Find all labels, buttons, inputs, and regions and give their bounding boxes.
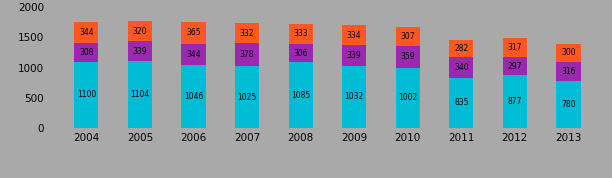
Bar <box>128 22 152 41</box>
Text: 1002: 1002 <box>398 93 417 102</box>
Text: 317: 317 <box>508 43 522 52</box>
Text: 339: 339 <box>347 51 362 60</box>
Bar <box>74 22 99 43</box>
Bar <box>342 45 366 66</box>
Text: 1032: 1032 <box>345 92 364 101</box>
Bar <box>556 81 581 128</box>
Bar <box>74 62 99 128</box>
Bar <box>128 61 152 128</box>
Bar <box>449 78 474 128</box>
Text: 306: 306 <box>293 49 308 58</box>
Text: 307: 307 <box>400 32 415 41</box>
Text: 877: 877 <box>508 97 522 106</box>
Text: 334: 334 <box>347 31 362 40</box>
Bar <box>503 38 527 57</box>
Bar <box>289 44 313 62</box>
Bar <box>396 46 420 67</box>
Text: 333: 333 <box>293 29 308 38</box>
Bar <box>235 43 259 66</box>
Text: 378: 378 <box>240 50 255 59</box>
Text: 308: 308 <box>79 48 94 57</box>
Text: 1046: 1046 <box>184 92 203 101</box>
Text: 344: 344 <box>79 28 94 37</box>
Text: 1104: 1104 <box>130 90 149 99</box>
Bar <box>289 62 313 128</box>
Bar <box>396 67 420 128</box>
Text: 339: 339 <box>133 47 147 56</box>
Text: 359: 359 <box>400 52 415 61</box>
Text: 340: 340 <box>454 63 469 72</box>
Bar <box>235 23 259 43</box>
Text: 780: 780 <box>561 100 576 109</box>
Text: 1100: 1100 <box>76 90 96 99</box>
Bar <box>396 27 420 46</box>
Bar <box>503 57 527 75</box>
Bar <box>449 57 474 78</box>
Bar <box>74 43 99 62</box>
Bar <box>128 41 152 61</box>
Text: 316: 316 <box>561 67 576 76</box>
Bar <box>342 66 366 128</box>
Text: 320: 320 <box>133 27 147 36</box>
Bar <box>503 75 527 128</box>
Bar <box>181 65 206 128</box>
Bar <box>342 25 366 45</box>
Text: 835: 835 <box>454 98 469 107</box>
Bar <box>289 24 313 44</box>
Bar <box>556 62 581 81</box>
Text: 1025: 1025 <box>237 93 256 102</box>
Bar <box>181 22 206 44</box>
Bar <box>556 44 581 62</box>
Text: 1085: 1085 <box>291 91 310 100</box>
Text: 297: 297 <box>508 62 522 71</box>
Text: 344: 344 <box>186 50 201 59</box>
Text: 365: 365 <box>186 28 201 38</box>
Text: 332: 332 <box>240 29 255 38</box>
Bar <box>235 66 259 128</box>
Text: 282: 282 <box>454 44 468 53</box>
Bar <box>449 40 474 57</box>
Text: 300: 300 <box>561 48 576 57</box>
Bar <box>181 44 206 65</box>
